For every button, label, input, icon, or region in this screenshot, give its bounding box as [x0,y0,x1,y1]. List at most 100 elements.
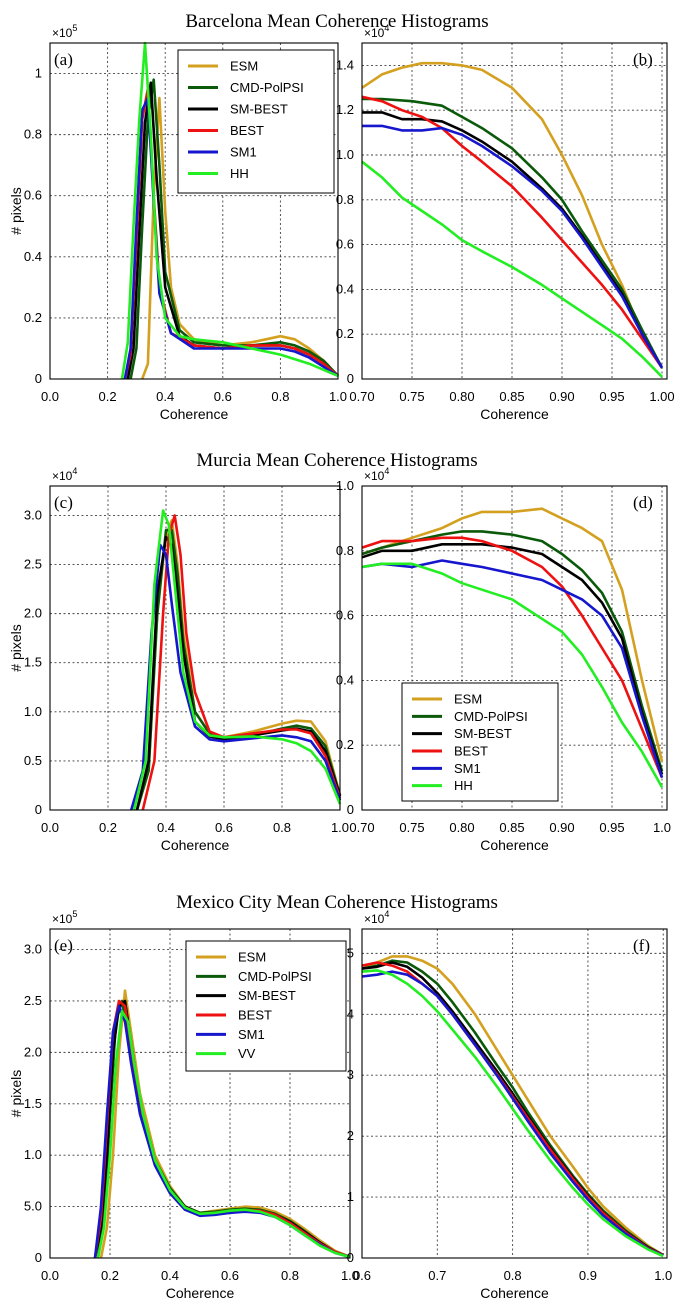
chart-panel-b: 0.70 0.75 0.80 0.85 0.90 0.95 1.00 0 0.2 0.4 0.6 0.… [336,23,674,422]
series-line-sm1 [362,124,664,369]
y-tick-label: 0.2 [336,737,354,752]
x-tick-label: 0.6 [215,820,233,835]
y-tick-label: 2.0 [24,1044,42,1059]
series-line-vv [96,1009,351,1259]
x-tick-label: 0.0 [41,820,59,835]
y-tick-label: 0 [347,371,354,386]
y-tick-label: 0 [347,1250,354,1265]
y-tick-label: 2 [347,1128,354,1143]
x-tick-label: 0.7 [428,1268,446,1283]
y-axis-label: # pixels [8,624,24,671]
panel-label: (b) [633,50,653,69]
y-tick-label: 0 [35,802,42,817]
legend-entry: HH [454,778,473,793]
legend: ESM CMD-PolPSI SM-BEST BEST SM1 HH [177,49,335,194]
x-tick-label: 0.75 [399,820,424,835]
plot-frame [361,485,668,811]
panel-label: (a) [54,50,73,69]
x-tick-label: 0.90 [549,820,574,835]
figure-title-mexico: Mexico City Mean Coherence Histograms [176,892,498,913]
x-tick-label: 0.70 [349,820,374,835]
y-tick-label: 1.5 [24,1096,42,1111]
y-tick-label: 5.0 [24,1199,42,1214]
x-tick-label: 0.95 [599,820,624,835]
x-tick-label: 1.00 [649,389,674,404]
x-tick-label: 0.0 [41,1268,59,1283]
legend-entry: ESM [230,59,258,74]
chart-panels: 0.0 0.2 0.4 0.6 0.8 1.000.20.40.60.81Coherenc… [8,23,674,1301]
y-tick-label: 0.8 [336,543,354,558]
chart-panel-c: 0.0 0.2 0.4 0.6 0.8 1.0 0 0.5 1.0 1.5 2.0 2.5 3.0 Coh… [8,466,349,853]
legend-entry: ESM [238,950,266,965]
x-tick-label: 0.75 [399,389,424,404]
panel-label: (c) [54,493,73,512]
y-tick-label: 2.5 [24,993,42,1008]
axis-multiplier: ×105 [52,909,77,926]
x-axis-label: Coherence [480,1285,549,1301]
x-tick-label: 0.70 [349,389,374,404]
x-tick-label: 0.2 [101,1268,119,1283]
x-tick-label: 0.2 [99,389,117,404]
legend-entry: SM1 [454,761,481,776]
y-tick-label: 3 [347,1067,354,1082]
y-tick-label: 0.8 [336,192,354,207]
legend-box [185,940,347,1072]
x-axis-label: Coherence [166,1285,235,1301]
axis-multiplier: ×104 [52,466,77,483]
legend: ESM CMD-PolPSI SM-BEST BEST SM1 VV [185,940,347,1072]
y-tick-label: 0.4 [24,249,42,264]
y-tick-label: 0.2 [336,326,354,341]
x-tick-label: 1.0 [654,1268,672,1283]
y-tick-label: 0 [35,1250,42,1265]
chart-panel-a: 0.0 0.2 0.4 0.6 0.8 1.0 0 0.2 0.4 0.6 0.8 1 Coherenc… [8,23,347,422]
y-axis-label: # pixels [8,1070,24,1117]
legend-entry: ESM [454,692,482,707]
x-tick-label: 0.85 [499,820,524,835]
x-tick-label: 0.9 [579,1268,597,1283]
series-line-sm-best [362,111,664,369]
axis-multiplier: ×104 [364,23,389,40]
legend-entry: BEST [238,1008,272,1023]
figure-title-barcelona: Barcelona Mean Coherence Histograms [185,11,488,32]
x-tick-label: 0.4 [156,389,174,404]
y-tick-label: 1.4 [336,57,354,72]
y-tick-label: 2.0 [24,606,42,621]
series-line-esm [361,507,664,762]
legend-entry: BEST [230,123,264,138]
y-tick-label: 0.5 [24,753,42,768]
x-tick-label: 0.2 [99,820,117,835]
legend-box [401,682,559,802]
x-axis-label: Coherence [480,406,549,422]
y-tick-label: 0.2 [24,310,42,325]
y-tick-label: 0.6 [336,237,354,252]
y-tick-label: 0.6 [336,608,354,623]
x-axis-label: Coherence [480,837,549,853]
y-tick-label: 0.4 [336,672,354,687]
x-tick-label: 1.0 [331,820,349,835]
x-axis-label: Coherence [161,837,230,853]
series-line-hh [361,562,664,788]
y-tick-label: 1.0 [336,478,354,493]
y-tick-label: 0.8 [24,127,42,142]
axis-multiplier: ×104 [364,466,389,483]
y-tick-label: 0.4 [336,281,354,296]
x-tick-label: 0.6 [214,389,232,404]
series-line-best [141,514,342,811]
y-tick-label: 3.0 [24,507,42,522]
y-tick-label: 4 [347,1006,354,1021]
legend-entry: CMD-PolPSI [230,80,304,95]
y-tick-label: 1.2 [336,102,354,117]
x-tick-label: 1.0 [653,820,671,835]
chart-panel-e: 0.0 0.2 0.4 0.6 0.8 1.0 0 5.0 1.0 1.5 2.0 2.5 3.0 Coh… [8,909,359,1301]
y-tick-label: 0 [347,802,354,817]
legend-entry: HH [230,166,249,181]
legend-entry: CMD-PolPSI [454,709,528,724]
y-tick-label: 1.0 [336,147,354,162]
figure-title-murcia: Murcia Mean Coherence Histograms [196,450,477,471]
series-line-hh [132,509,342,811]
series-line-sm-best [361,542,664,775]
legend-entry: CMD-PolPSI [238,969,312,984]
legend-entry: SM1 [238,1027,265,1042]
series-line-sm1 [129,543,342,811]
y-tick-label: 1 [347,1189,354,1204]
